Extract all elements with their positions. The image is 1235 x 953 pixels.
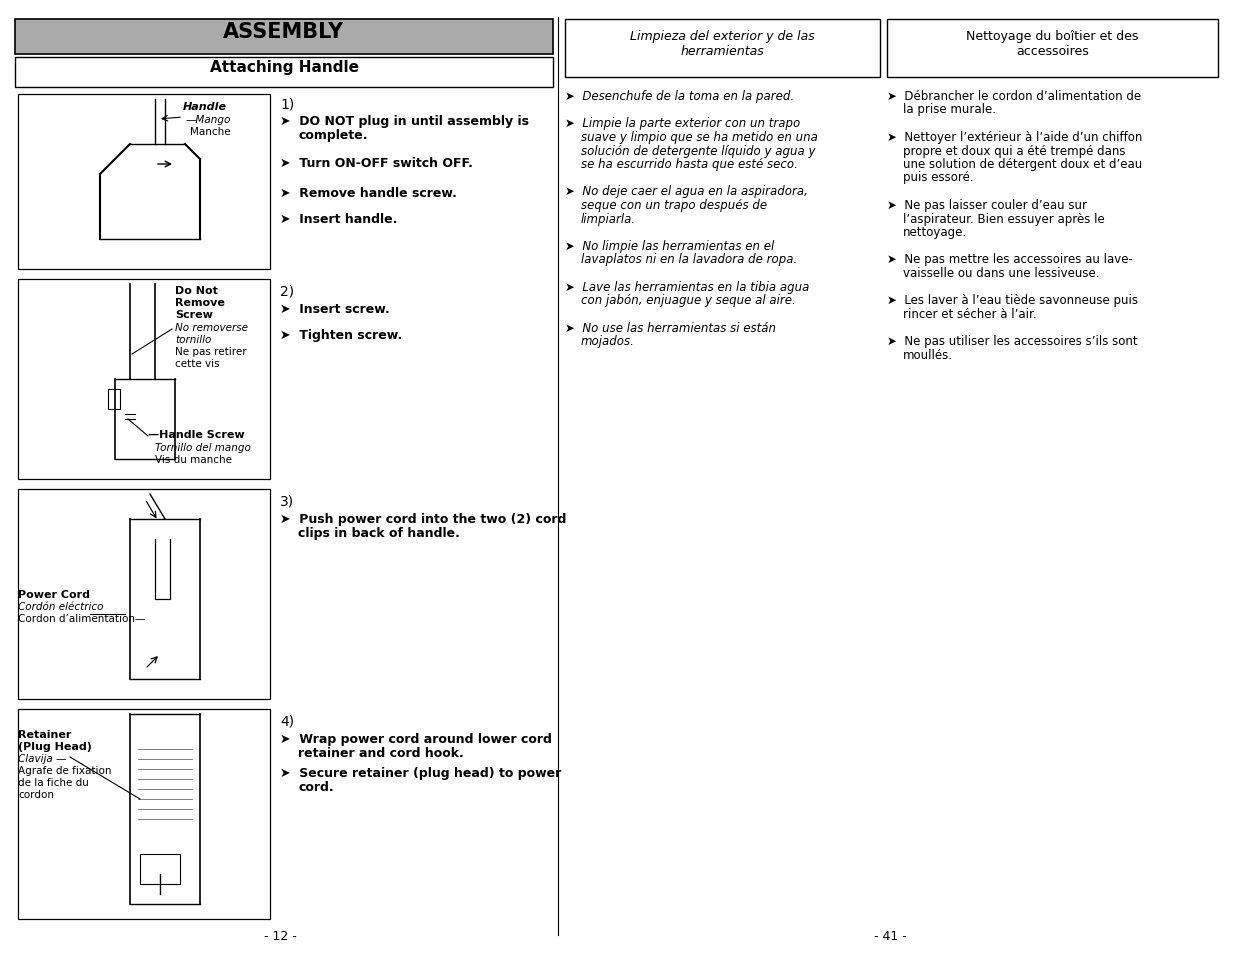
Text: Vis du manche: Vis du manche (156, 455, 232, 464)
Text: - 41 -: - 41 - (873, 929, 906, 942)
Text: vaisselle ou dans une lessiveuse.: vaisselle ou dans une lessiveuse. (903, 267, 1099, 280)
Bar (887, 20, 1218, 78)
Text: Ne pas retirer: Ne pas retirer (175, 347, 247, 356)
Text: ➤  No limpie las herramientas en el: ➤ No limpie las herramientas en el (564, 240, 774, 253)
Text: Nettoyage du boîtier et des
accessoires: Nettoyage du boîtier et des accessoires (966, 30, 1139, 58)
Text: Agrafe de fixation: Agrafe de fixation (19, 765, 111, 775)
Text: cord.: cord. (298, 781, 333, 793)
Text: propre et doux qui a été trempé dans: propre et doux qui a été trempé dans (903, 144, 1125, 157)
Text: mojados.: mojados. (580, 335, 635, 348)
Text: limpiarla.: limpiarla. (580, 213, 636, 225)
Text: Power Cord: Power Cord (19, 589, 90, 599)
Text: solución de detergente líquido y agua y: solución de detergente líquido y agua y (580, 144, 815, 157)
Text: ➤  Débrancher le cordon d’alimentation de: ➤ Débrancher le cordon d’alimentation de (887, 90, 1141, 103)
Text: Limpieza del exterior y de las
herramientas: Limpieza del exterior y de las herramien… (630, 30, 815, 58)
Text: Screw: Screw (175, 310, 212, 319)
Text: ASSEMBLY: ASSEMBLY (224, 22, 345, 42)
Text: ➤  Les laver à l’eau tiède savonneuse puis: ➤ Les laver à l’eau tiède savonneuse pui… (887, 294, 1137, 307)
Text: ➤  Insert handle.: ➤ Insert handle. (280, 213, 398, 226)
Text: ➤  No deje caer el agua en la aspiradora,: ➤ No deje caer el agua en la aspiradora, (564, 185, 808, 198)
Bar (19, 95, 270, 270)
Bar (19, 490, 270, 700)
Text: —Mango: —Mango (186, 115, 231, 125)
Text: con jabón, enjuague y seque al aire.: con jabón, enjuague y seque al aire. (580, 294, 795, 307)
Text: 4): 4) (280, 714, 294, 728)
Bar (15, 20, 553, 55)
Text: ➤  No use las herramientas si están: ➤ No use las herramientas si están (564, 322, 776, 335)
Text: puis essoré.: puis essoré. (903, 172, 973, 184)
Text: 1): 1) (280, 97, 294, 111)
Text: (Plug Head): (Plug Head) (19, 741, 91, 751)
Text: ➤  Remove handle screw.: ➤ Remove handle screw. (280, 187, 457, 200)
Text: cordon: cordon (19, 789, 54, 800)
Text: Manche: Manche (190, 127, 231, 137)
Bar (564, 20, 881, 78)
Text: l’aspirateur. Bien essuyer après le: l’aspirateur. Bien essuyer après le (903, 213, 1105, 225)
Text: Handle: Handle (183, 102, 227, 112)
Text: complete.: complete. (298, 129, 368, 142)
Text: ➤  Wrap power cord around lower cord: ➤ Wrap power cord around lower cord (280, 732, 552, 745)
Text: une solution de détergent doux et d’eau: une solution de détergent doux et d’eau (903, 158, 1142, 171)
Bar (107, 390, 120, 410)
Text: rincer et sécher à l’air.: rincer et sécher à l’air. (903, 308, 1036, 320)
Text: ➤  Ne pas mettre les accessoires au lave-: ➤ Ne pas mettre les accessoires au lave- (887, 253, 1132, 266)
Text: —Handle Screw: —Handle Screw (148, 430, 245, 439)
Text: ➤  Insert screw.: ➤ Insert screw. (280, 303, 390, 315)
Text: seque con un trapo después de: seque con un trapo después de (580, 199, 767, 212)
Text: se ha escurrido hasta que esté seco.: se ha escurrido hasta que esté seco. (580, 158, 798, 171)
Bar (19, 280, 270, 479)
Text: 2): 2) (280, 285, 294, 298)
Text: ➤  DO NOT plug in until assembly is: ➤ DO NOT plug in until assembly is (280, 115, 529, 128)
Text: - 12 -: - 12 - (263, 929, 296, 942)
Text: Tornillo del mango: Tornillo del mango (156, 442, 251, 453)
Text: ➤  Lave las herramientas en la tibia agua: ➤ Lave las herramientas en la tibia agua (564, 281, 809, 294)
Bar (19, 709, 270, 919)
Text: Do Not: Do Not (175, 286, 217, 295)
Text: ➤  Turn ON-OFF switch OFF.: ➤ Turn ON-OFF switch OFF. (280, 157, 473, 170)
Text: Attaching Handle: Attaching Handle (210, 60, 358, 75)
Text: tornillo: tornillo (175, 335, 211, 345)
Text: ➤  Limpie la parte exterior con un trapo: ➤ Limpie la parte exterior con un trapo (564, 117, 800, 131)
Text: lavaplatos ni en la lavadora de ropa.: lavaplatos ni en la lavadora de ropa. (580, 253, 798, 266)
Text: ➤  Tighten screw.: ➤ Tighten screw. (280, 329, 403, 341)
Text: ➤  Push power cord into the two (2) cord: ➤ Push power cord into the two (2) cord (280, 513, 567, 525)
Text: No removerse: No removerse (175, 323, 248, 333)
Bar (15, 58, 553, 88)
Text: Cordon d’alimentation—: Cordon d’alimentation— (19, 614, 146, 623)
Text: la prise murale.: la prise murale. (903, 103, 995, 116)
Text: clips in back of handle.: clips in back of handle. (298, 526, 459, 539)
Text: Clavija —: Clavija — (19, 753, 67, 763)
Text: suave y limpio que se ha metido en una: suave y limpio que se ha metido en una (580, 131, 818, 144)
Text: ➤  Secure retainer (plug head) to power: ➤ Secure retainer (plug head) to power (280, 766, 561, 780)
Text: retainer and cord hook.: retainer and cord hook. (298, 746, 464, 760)
Text: ➤  Desenchufe de la toma en la pared.: ➤ Desenchufe de la toma en la pared. (564, 90, 794, 103)
Text: cette vis: cette vis (175, 358, 220, 369)
Text: Remove: Remove (175, 297, 225, 308)
Text: Cordón eléctrico: Cordón eléctrico (19, 601, 104, 612)
Text: de la fiche du: de la fiche du (19, 778, 89, 787)
Text: 3): 3) (280, 495, 294, 509)
Text: ➤  Nettoyer l’extérieur à l’aide d’un chiffon: ➤ Nettoyer l’extérieur à l’aide d’un chi… (887, 131, 1142, 144)
Text: ➤  Ne pas utiliser les accessoires s’ils sont: ➤ Ne pas utiliser les accessoires s’ils … (887, 335, 1137, 348)
Text: Retainer: Retainer (19, 729, 72, 740)
Bar (140, 854, 180, 884)
Text: ➤  Ne pas laisser couler d’eau sur: ➤ Ne pas laisser couler d’eau sur (887, 199, 1087, 212)
Text: moullés.: moullés. (903, 349, 953, 361)
Text: nettoyage.: nettoyage. (903, 226, 967, 239)
